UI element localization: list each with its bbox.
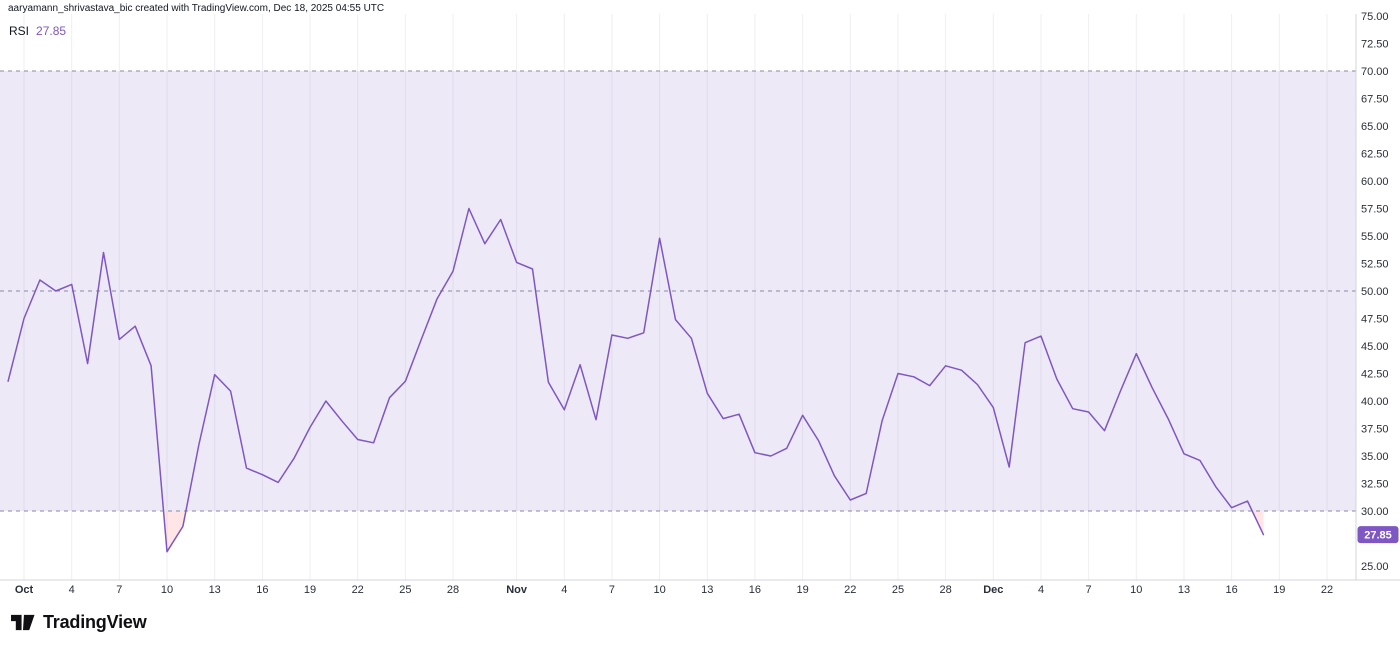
price-axis-label: 62.50	[1361, 149, 1389, 161]
indicator-legend[interactable]: RSI 27.85	[9, 24, 66, 38]
indicator-name: RSI	[9, 24, 30, 38]
oversold-area	[163, 511, 186, 552]
time-axis-label: 19	[1273, 584, 1285, 596]
price-axis-label: 40.00	[1361, 396, 1389, 408]
price-axis-label: 35.00	[1361, 451, 1389, 463]
price-axis-label: 47.50	[1361, 314, 1389, 326]
time-axis-label: Dec	[983, 584, 1003, 596]
time-axis-label: 16	[749, 584, 761, 596]
time-axis-label: 16	[1225, 584, 1237, 596]
price-axis-label: 45.00	[1361, 341, 1389, 353]
price-axis-label: 52.50	[1361, 259, 1389, 271]
price-axis-label: 42.50	[1361, 369, 1389, 381]
tradingview-logo-icon	[11, 614, 35, 631]
time-axis-label: 10	[653, 584, 665, 596]
time-axis-label: 10	[161, 584, 173, 596]
price-axis-label: 30.00	[1361, 506, 1389, 518]
time-axis-label: 22	[1321, 584, 1333, 596]
time-axis-label: 4	[1038, 584, 1044, 596]
time-axis-label: 13	[209, 584, 221, 596]
time-axis-label: 7	[1086, 584, 1092, 596]
price-axis-label: 50.00	[1361, 286, 1389, 298]
price-axis-label: 25.00	[1361, 561, 1389, 573]
time-axis-label: 19	[304, 584, 316, 596]
time-axis-label: 7	[609, 584, 615, 596]
rsi-level-lines	[0, 70, 1356, 512]
price-axis-label: 60.00	[1361, 176, 1389, 188]
attribution-text: aaryamann_shrivastava_bic created with T…	[8, 3, 385, 14]
time-axis-label: 28	[939, 584, 951, 596]
grid-lines	[23, 14, 1328, 580]
price-axis-label: 32.50	[1361, 479, 1389, 491]
time-axis-label: 16	[256, 584, 268, 596]
rsi-plot-line	[7, 207, 1265, 553]
price-axis-label: 67.50	[1361, 94, 1389, 106]
indicator-value: 27.85	[36, 24, 67, 38]
time-axis-label: 13	[1178, 584, 1190, 596]
price-axis-label: 70.00	[1361, 66, 1389, 78]
time-axis-label: Nov	[506, 584, 528, 596]
time-axis-label: 10	[1130, 584, 1142, 596]
last-value-badge: 27.85	[1357, 526, 1399, 544]
price-axis-label: 37.50	[1361, 424, 1389, 436]
tradingview-logo[interactable]: TradingView	[10, 611, 147, 634]
price-axis-label: 75.00	[1361, 11, 1389, 23]
tradingview-logo-text: TradingView	[43, 612, 147, 632]
price-axis-label: 72.50	[1361, 39, 1389, 51]
time-axis-label: Oct	[15, 584, 34, 596]
time-axis-label: 4	[69, 584, 75, 596]
time-axis-label: 22	[352, 584, 364, 596]
price-axis-label: 55.00	[1361, 231, 1389, 243]
rsi-line	[7, 207, 1265, 553]
time-axis-label: 7	[116, 584, 122, 596]
time-axis[interactable]: Oct 4 7 10 13 16 19 22 25 28 Nov 4 7 10 13 16 19 22 25 28 De…	[0, 579, 1400, 596]
time-axis-label: 19	[796, 584, 808, 596]
last-value-badge-bg	[1357, 526, 1399, 544]
oversold-fill-areas	[163, 511, 1264, 552]
time-axis-label: 22	[844, 584, 856, 596]
price-axis-label: 65.00	[1361, 121, 1389, 133]
time-axis-label: 25	[399, 584, 411, 596]
time-axis-label: 4	[561, 584, 567, 596]
price-axis-label: 57.50	[1361, 204, 1389, 216]
time-axis-label: 13	[701, 584, 713, 596]
last-value-badge-text: 27.85	[1364, 530, 1392, 542]
time-axis-label: 25	[892, 584, 904, 596]
time-axis-label: 28	[447, 584, 459, 596]
price-axis[interactable]: 75.00 72.50 70.00 67.50 65.00 62.50 60.00 57.50…	[1355, 11, 1389, 580]
